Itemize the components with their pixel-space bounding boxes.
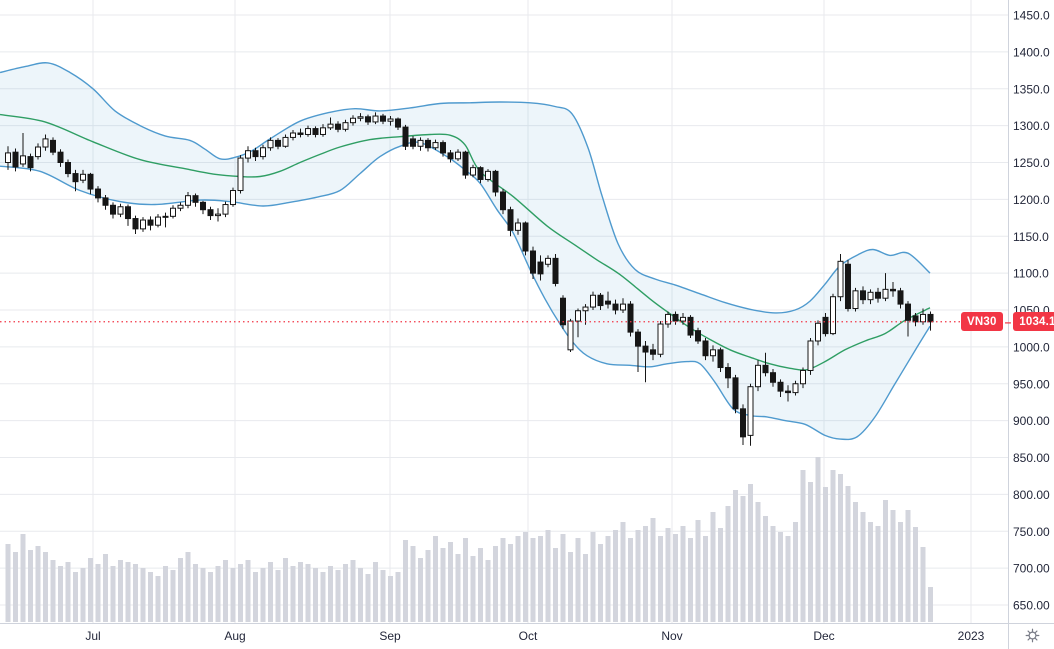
price-tick-label: 1400.0 <box>1013 45 1050 59</box>
time-tick-label: Jul <box>85 629 100 643</box>
price-tick-label: 1300.0 <box>1013 119 1050 133</box>
price-tick-label: 750.00 <box>1013 525 1050 539</box>
candlesticks <box>5 112 934 446</box>
price-tick-label: 650.00 <box>1013 599 1050 613</box>
price-tick-label: 850.00 <box>1013 451 1050 465</box>
time-tick-label: 2023 <box>958 629 985 643</box>
bollinger-bands <box>0 62 931 441</box>
bollinger-upper-line <box>0 62 931 314</box>
price-tick-label: 800.00 <box>1013 488 1050 502</box>
price-tick-label: 700.00 <box>1013 562 1050 576</box>
time-axis[interactable]: Jul Aug Sep Oct Nov Dec 2023 <box>85 629 984 643</box>
price-tick-label: 1150.0 <box>1013 230 1049 244</box>
price-tick-label: 950.00 <box>1013 377 1050 391</box>
price-tick-label: 1250.0 <box>1013 156 1050 170</box>
bollinger-lower-line <box>0 141 931 441</box>
last-price-tag: VN30 – 1034.1 <box>961 312 1054 331</box>
time-tick-label: Aug <box>224 629 245 643</box>
price-tick-label: 900.00 <box>1013 414 1050 428</box>
time-tick-label: Dec <box>813 629 834 643</box>
time-tick-label: Oct <box>519 629 538 643</box>
price-tick-label: 1200.0 <box>1013 193 1050 207</box>
axis-settings-gear-icon[interactable] <box>1017 624 1047 646</box>
price-tick-label: 1450.0 <box>1013 9 1050 23</box>
time-tick-label: Sep <box>379 629 401 643</box>
symbol-badge: VN30 <box>961 312 1003 331</box>
last-price-badge: 1034.1 <box>1013 312 1054 331</box>
price-tick-label: 1350.0 <box>1013 82 1050 96</box>
price-tick-label: 1100.0 <box>1013 267 1049 281</box>
price-axis[interactable]: 1450.0 1400.0 1350.0 1300.0 1250.0 1200.0 1150… <box>1013 9 1050 613</box>
volume-bars <box>5 457 933 622</box>
price-tick-label: 1000.0 <box>1013 340 1050 354</box>
time-tick-label: Nov <box>661 629 682 643</box>
tag-dash: – <box>1004 314 1012 329</box>
